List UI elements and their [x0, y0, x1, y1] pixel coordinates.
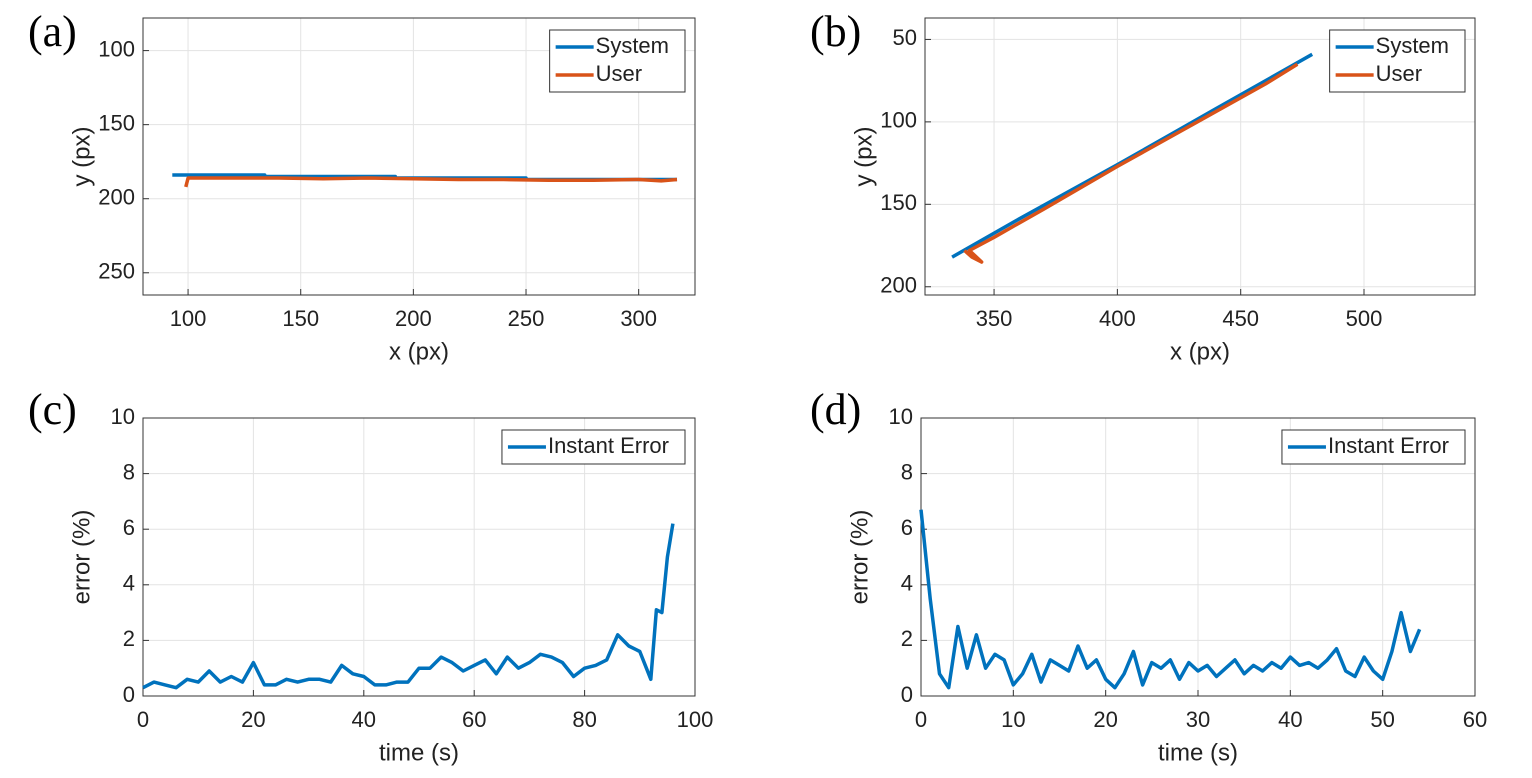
x-tick-label: 250: [508, 306, 545, 331]
y-tick-label: 200: [98, 185, 135, 210]
y-tick-label: 8: [901, 459, 913, 484]
y-tick-label: 0: [901, 682, 913, 707]
y-axis-label: error (%): [68, 510, 95, 605]
y-axis-label: error (%): [846, 510, 873, 605]
x-tick-label: 20: [1093, 707, 1117, 732]
y-tick-label: 50: [893, 25, 917, 50]
x-tick-label: 0: [137, 707, 149, 732]
axes-box: [924, 17, 1476, 296]
legend: System User: [549, 29, 686, 93]
x-tick-label: 60: [1463, 707, 1487, 732]
x-tick-label: 500: [1346, 306, 1383, 331]
x-tick-label: 350: [976, 306, 1013, 331]
x-tick-label: 60: [462, 707, 486, 732]
y-tick-label: 150: [880, 190, 917, 215]
x-axis-label: time (s): [379, 739, 459, 766]
x-tick-label: 40: [352, 707, 376, 732]
legend-label: User: [596, 61, 642, 86]
legend: Instant Error: [1281, 429, 1466, 465]
y-tick-label: 150: [98, 110, 135, 135]
axes-box: [142, 417, 696, 697]
data-line: [919, 509, 1422, 690]
y-tick-label: 100: [98, 36, 135, 61]
x-axis-label: x (px): [1170, 338, 1230, 365]
x-tick-label: 400: [1099, 306, 1136, 331]
panel-label: (c): [28, 385, 77, 434]
y-tick-label: 250: [98, 259, 135, 284]
panel-label: (d): [810, 385, 861, 434]
legend-label: User: [1376, 61, 1422, 86]
y-tick-label: 4: [901, 571, 913, 596]
y-tick-label: 6: [901, 515, 913, 540]
y-tick-label: 10: [111, 404, 135, 429]
x-tick-label: 200: [395, 306, 432, 331]
x-tick-label: 0: [915, 707, 927, 732]
y-tick-label: 10: [889, 404, 913, 429]
x-tick-label: 300: [620, 306, 657, 331]
legend-label: System: [1376, 33, 1449, 58]
x-tick-label: 100: [677, 707, 714, 732]
x-tick-label: 20: [241, 707, 265, 732]
axes-box: [920, 417, 1476, 697]
y-tick-label: 2: [901, 626, 913, 651]
y-tick-label: 2: [123, 626, 135, 651]
y-tick-label: 100: [880, 108, 917, 133]
x-tick-label: 100: [170, 306, 207, 331]
data-line: [963, 62, 1299, 264]
y-axis-label: y (px): [68, 127, 95, 187]
legend: System User: [1329, 29, 1466, 93]
axes-box: [142, 17, 696, 296]
x-axis-label: x (px): [389, 338, 449, 365]
y-tick-label: 0: [123, 682, 135, 707]
x-tick-label: 30: [1186, 707, 1210, 732]
y-axis-label: y (px): [850, 127, 877, 187]
data-line: [142, 523, 675, 690]
x-tick-label: 80: [572, 707, 596, 732]
x-tick-label: 150: [282, 306, 319, 331]
legend-label: System: [596, 33, 669, 58]
y-tick-label: 200: [880, 273, 917, 298]
legend-label: Instant Error: [1328, 433, 1449, 458]
legend-label: Instant Error: [548, 433, 669, 458]
x-tick-label: 10: [1001, 707, 1025, 732]
legend-box: [1329, 29, 1466, 93]
y-tick-label: 4: [123, 571, 135, 596]
y-tick-label: 6: [123, 515, 135, 540]
panel-label: (a): [28, 7, 77, 56]
panel-label: (b): [810, 7, 861, 56]
data-line: [184, 176, 678, 188]
x-axis-label: time (s): [1158, 739, 1238, 766]
x-tick-label: 40: [1278, 707, 1302, 732]
legend-box: [549, 29, 686, 93]
legend: Instant Error: [501, 429, 686, 465]
x-tick-label: 450: [1222, 306, 1259, 331]
x-tick-label: 50: [1370, 707, 1394, 732]
y-tick-label: 8: [123, 459, 135, 484]
